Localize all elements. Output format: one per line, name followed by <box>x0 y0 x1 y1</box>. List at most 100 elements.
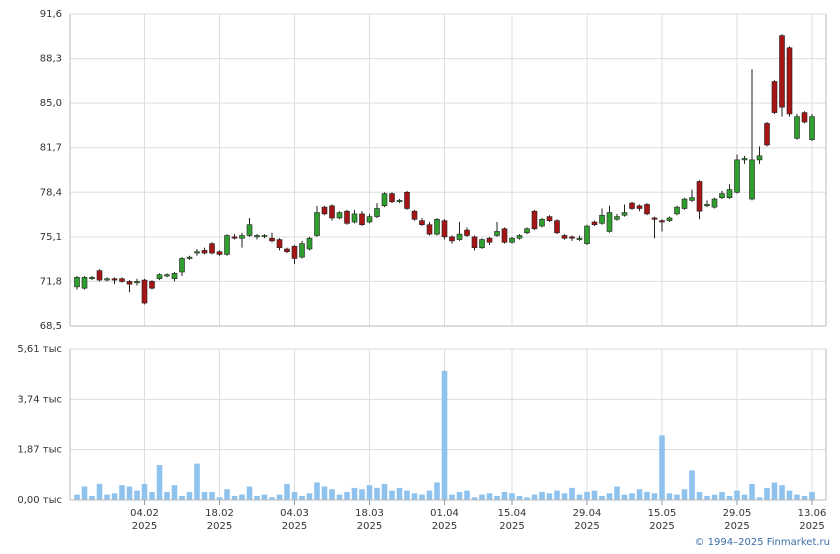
x-tick-label: 13.06 <box>798 508 827 519</box>
candle-body <box>674 206 680 215</box>
volume-bar <box>276 494 283 500</box>
volume-bar <box>546 493 553 500</box>
candle-body <box>119 278 125 282</box>
candle-body <box>681 198 688 209</box>
candle-body <box>299 243 305 258</box>
volume-bar <box>681 489 688 500</box>
candle-body <box>374 208 380 217</box>
volume-bar <box>149 491 155 500</box>
volume-bar <box>674 494 680 500</box>
candle-body <box>126 281 133 285</box>
volume-bar <box>239 494 245 500</box>
candle-body <box>426 224 433 235</box>
volume-bar <box>606 493 613 500</box>
volume-bar <box>119 485 125 500</box>
candle-body <box>276 239 283 248</box>
candle-body <box>651 217 658 220</box>
candle-body <box>351 213 358 223</box>
candle-body <box>584 225 590 244</box>
volume-bar <box>171 485 178 500</box>
volume-bar <box>419 494 425 500</box>
volume-bar <box>464 490 470 500</box>
y-tick-label: 85,0 <box>40 98 62 109</box>
candle-body <box>704 204 710 207</box>
volume-bar <box>786 490 793 500</box>
volume-bar <box>381 483 388 500</box>
candle-body <box>471 236 478 248</box>
candle-body <box>201 250 208 254</box>
candle-body <box>134 281 140 284</box>
candle-body <box>689 197 695 201</box>
volume-bar <box>471 497 478 500</box>
volume-bar <box>291 491 298 500</box>
candle-body <box>554 220 560 234</box>
volume-bar <box>231 495 238 500</box>
volume-bar <box>636 489 643 500</box>
candle-body <box>404 191 410 209</box>
candle-body <box>621 212 628 216</box>
x-tick-label: 29.04 <box>573 508 602 519</box>
candle-body <box>314 212 320 236</box>
volume-bar <box>501 491 508 500</box>
volume-bar <box>224 489 230 500</box>
y-tick-label: 1,87 тыс <box>17 445 62 456</box>
candle-body <box>306 237 313 250</box>
x-tick-label: 04.03 <box>280 508 309 519</box>
candle-body <box>389 193 395 203</box>
candle-body <box>666 217 673 221</box>
volume-bar <box>614 486 620 500</box>
candle-body <box>591 221 598 226</box>
volume-bar <box>801 495 808 500</box>
volume-bar <box>359 489 365 500</box>
volume-bar <box>711 494 718 500</box>
x-tick-year: 2025 <box>282 521 307 532</box>
y-tick-label: 91,6 <box>40 9 62 20</box>
volume-bar <box>254 495 260 500</box>
candle-body <box>756 155 763 161</box>
candle-body <box>719 193 725 198</box>
candle-body <box>546 216 553 221</box>
volume-bar <box>576 494 583 500</box>
x-tick-label: 18.02 <box>205 508 234 519</box>
volume-bar <box>794 494 800 500</box>
candle-body <box>779 35 785 108</box>
x-tick-label: 04.02 <box>130 508 159 519</box>
candle-body <box>741 158 748 161</box>
volume-bar <box>434 482 440 500</box>
volume-bar <box>779 485 785 500</box>
y-tick-label: 0,00 тыс <box>17 495 62 506</box>
candle-body <box>344 210 350 224</box>
volume-bar <box>771 482 778 500</box>
candle-body <box>329 205 335 219</box>
candle-body <box>164 274 170 277</box>
candle-body <box>711 198 718 208</box>
candle-body <box>606 212 613 232</box>
volume-bar <box>584 491 590 500</box>
x-tick-year: 2025 <box>574 521 599 532</box>
volume-bar <box>186 491 193 500</box>
candle-body <box>771 81 778 113</box>
volume-bar <box>456 491 463 500</box>
candle-body <box>726 189 733 198</box>
volume-bar <box>209 491 215 500</box>
candle-body <box>396 200 403 203</box>
candle-body <box>456 233 463 240</box>
volume-bar <box>74 494 80 500</box>
x-tick-year: 2025 <box>649 521 674 532</box>
candle-body <box>629 202 635 209</box>
candle-body <box>141 279 148 304</box>
volume-bar <box>486 493 493 500</box>
candle-body <box>501 228 508 243</box>
candle-body <box>464 229 470 236</box>
volume-bar <box>756 497 763 500</box>
candle-body <box>494 231 500 236</box>
volume-bar <box>306 493 313 500</box>
x-tick-year: 2025 <box>132 521 157 532</box>
volume-bar <box>179 495 185 500</box>
volume-bar <box>689 470 695 500</box>
x-tick-label: 01.04 <box>430 508 459 519</box>
candle-body <box>261 235 268 237</box>
volume-bar <box>539 491 545 500</box>
candle-body <box>569 236 575 239</box>
volume-bar <box>344 491 350 500</box>
